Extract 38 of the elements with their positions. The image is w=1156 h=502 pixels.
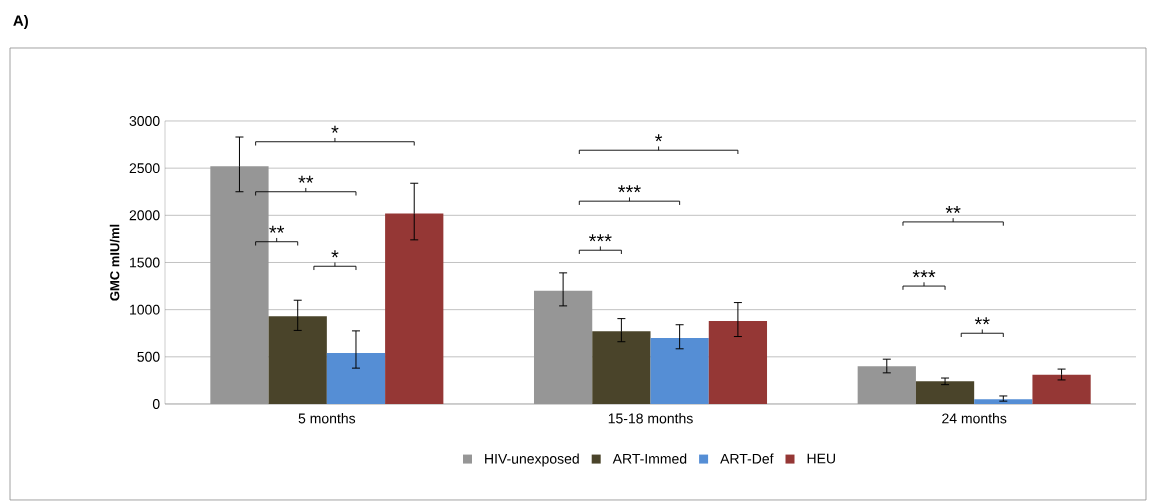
bar [592, 331, 651, 404]
y-tick-label: 1000 [130, 304, 160, 315]
y-tick-label: 2500 [129, 163, 160, 174]
x-tick-label: 15-18 months [608, 413, 693, 424]
annotation: *** [589, 234, 612, 242]
annotation: * [655, 134, 663, 142]
bar [1032, 374, 1091, 404]
legend-label: ART-Def [720, 453, 774, 464]
annotation: * [331, 250, 339, 258]
annotation: ** [269, 225, 285, 233]
annotation: *** [912, 270, 936, 278]
annotation: *** [618, 185, 641, 193]
bar [268, 316, 327, 404]
annotation: * [331, 125, 339, 133]
bar [974, 399, 1033, 404]
bar [708, 320, 768, 404]
bar [326, 353, 386, 404]
annotation: ** [974, 317, 990, 325]
y-tick-label: 500 [137, 351, 160, 362]
text: A) [13, 14, 28, 29]
bar [650, 337, 709, 404]
bar [385, 213, 444, 404]
bar [915, 381, 975, 404]
y-tick-label: 2000 [129, 210, 160, 221]
y-tick-label: 0 [152, 399, 160, 409]
annotation: ** [945, 206, 961, 214]
legend-label: HIV-unexposed [485, 453, 579, 467]
bar [210, 166, 269, 404]
y-tick-label: 1500 [130, 257, 160, 268]
bar [857, 366, 916, 404]
x-tick-label: 24 months [942, 413, 1007, 424]
legend-label: ART-Immed [612, 453, 687, 464]
legend-label: HEU [807, 453, 835, 464]
x-tick-label: 5 months [298, 413, 356, 424]
y-tick-label: 3000 [129, 116, 160, 126]
annotation: ** [298, 175, 314, 183]
bar [533, 290, 593, 404]
y-axis-title: GMC mIU/ml [109, 224, 120, 301]
